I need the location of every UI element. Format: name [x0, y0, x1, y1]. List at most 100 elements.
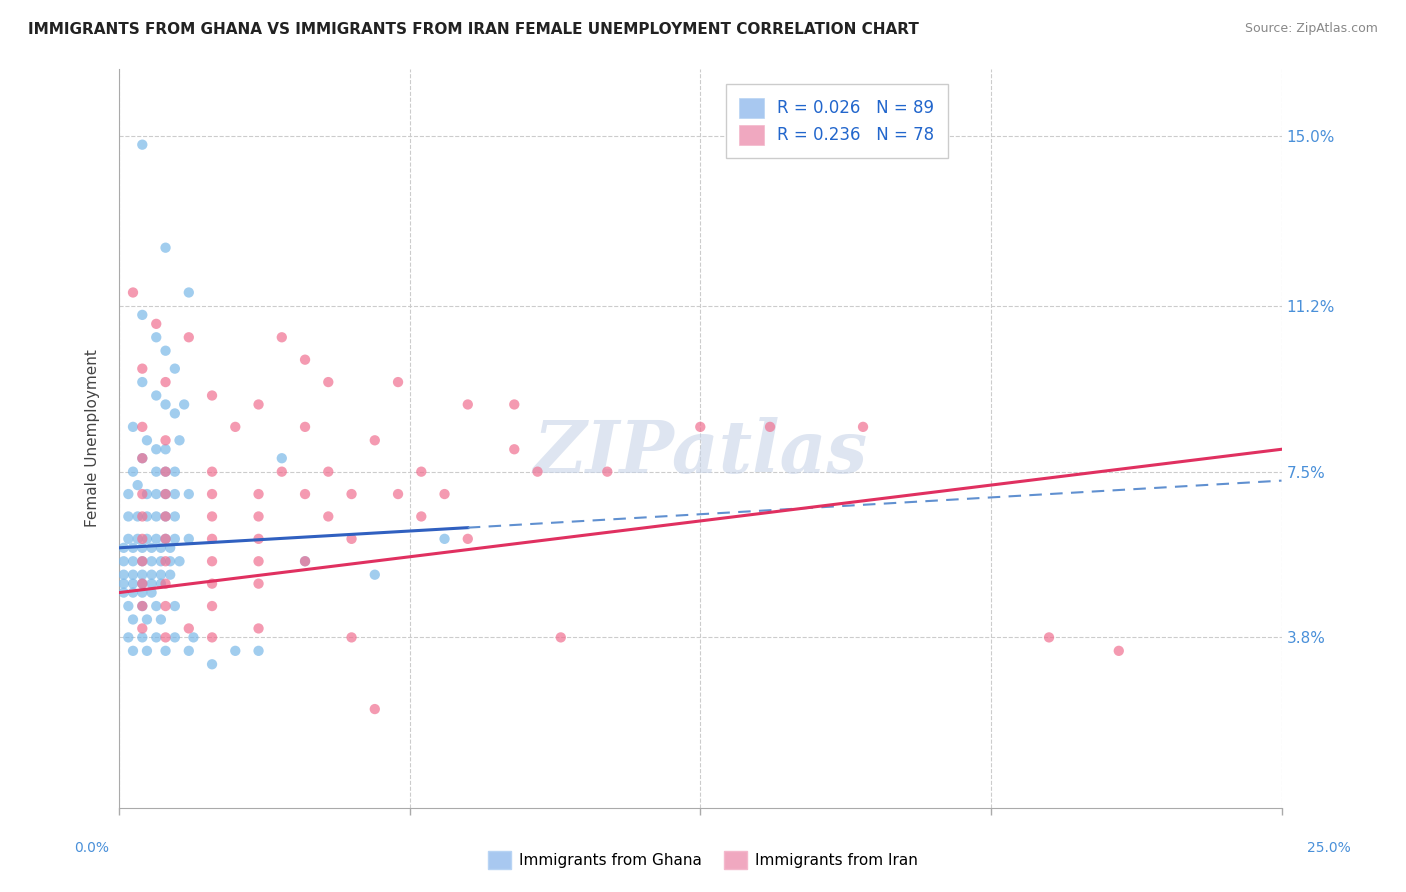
Point	[131, 585, 153, 599]
Point	[201, 388, 224, 402]
Point	[122, 420, 145, 434]
Point	[247, 644, 270, 658]
Legend: R = 0.026   N = 89, R = 0.236   N = 78: R = 0.026 N = 89, R = 0.236 N = 78	[725, 84, 948, 158]
Point	[155, 465, 177, 479]
Point	[112, 554, 135, 568]
Point	[364, 434, 387, 448]
Point	[131, 567, 153, 582]
Point	[155, 532, 177, 546]
Legend: Immigrants from Ghana, Immigrants from Iran: Immigrants from Ghana, Immigrants from I…	[482, 845, 924, 875]
Point	[201, 465, 224, 479]
Point	[201, 599, 224, 613]
Point	[689, 420, 711, 434]
Point	[145, 317, 167, 331]
Point	[112, 541, 135, 555]
Point	[131, 576, 153, 591]
Point	[117, 487, 139, 501]
Point	[411, 509, 433, 524]
Point	[127, 532, 149, 546]
Point	[247, 397, 270, 411]
Point	[270, 465, 292, 479]
Point	[155, 554, 177, 568]
Point	[169, 554, 191, 568]
Point	[145, 388, 167, 402]
Point	[1108, 644, 1130, 658]
Point	[127, 478, 149, 492]
Point	[145, 465, 167, 479]
Point	[149, 554, 172, 568]
Point	[136, 434, 159, 448]
Point	[316, 375, 339, 389]
Point	[141, 567, 163, 582]
Point	[131, 554, 153, 568]
Point	[247, 622, 270, 636]
Point	[201, 554, 224, 568]
Point	[131, 599, 153, 613]
Point	[141, 541, 163, 555]
Point	[177, 532, 200, 546]
Text: 25.0%: 25.0%	[1306, 841, 1351, 855]
Point	[155, 487, 177, 501]
Point	[131, 631, 153, 645]
Point	[457, 532, 479, 546]
Point	[155, 509, 177, 524]
Point	[112, 585, 135, 599]
Point	[852, 420, 875, 434]
Point	[136, 532, 159, 546]
Point	[155, 532, 177, 546]
Point	[131, 576, 153, 591]
Point	[224, 420, 246, 434]
Point	[131, 622, 153, 636]
Point	[247, 487, 270, 501]
Point	[136, 612, 159, 626]
Point	[145, 631, 167, 645]
Point	[364, 567, 387, 582]
Point	[131, 599, 153, 613]
Point	[163, 532, 186, 546]
Point	[122, 644, 145, 658]
Point	[503, 442, 526, 457]
Point	[155, 434, 177, 448]
Point	[145, 487, 167, 501]
Point	[163, 361, 186, 376]
Point	[247, 554, 270, 568]
Point	[433, 532, 456, 546]
Point	[270, 330, 292, 344]
Point	[163, 465, 186, 479]
Point	[596, 465, 619, 479]
Point	[340, 487, 363, 501]
Point	[163, 406, 186, 420]
Point	[112, 576, 135, 591]
Point	[177, 330, 200, 344]
Point	[503, 397, 526, 411]
Point	[316, 509, 339, 524]
Point	[759, 420, 782, 434]
Point	[294, 420, 316, 434]
Point	[294, 554, 316, 568]
Point	[169, 434, 191, 448]
Point	[159, 567, 181, 582]
Point	[122, 612, 145, 626]
Point	[131, 487, 153, 501]
Point	[131, 361, 153, 376]
Point	[136, 644, 159, 658]
Point	[247, 532, 270, 546]
Point	[247, 576, 270, 591]
Point	[122, 285, 145, 300]
Point	[155, 241, 177, 255]
Point	[136, 487, 159, 501]
Point	[159, 554, 181, 568]
Point	[155, 644, 177, 658]
Point	[340, 532, 363, 546]
Point	[433, 487, 456, 501]
Point	[1038, 631, 1060, 645]
Point	[155, 465, 177, 479]
Point	[247, 509, 270, 524]
Point	[155, 509, 177, 524]
Point	[149, 612, 172, 626]
Point	[131, 420, 153, 434]
Point	[122, 576, 145, 591]
Point	[155, 599, 177, 613]
Text: ZIPatlas: ZIPatlas	[533, 417, 868, 488]
Point	[387, 375, 409, 389]
